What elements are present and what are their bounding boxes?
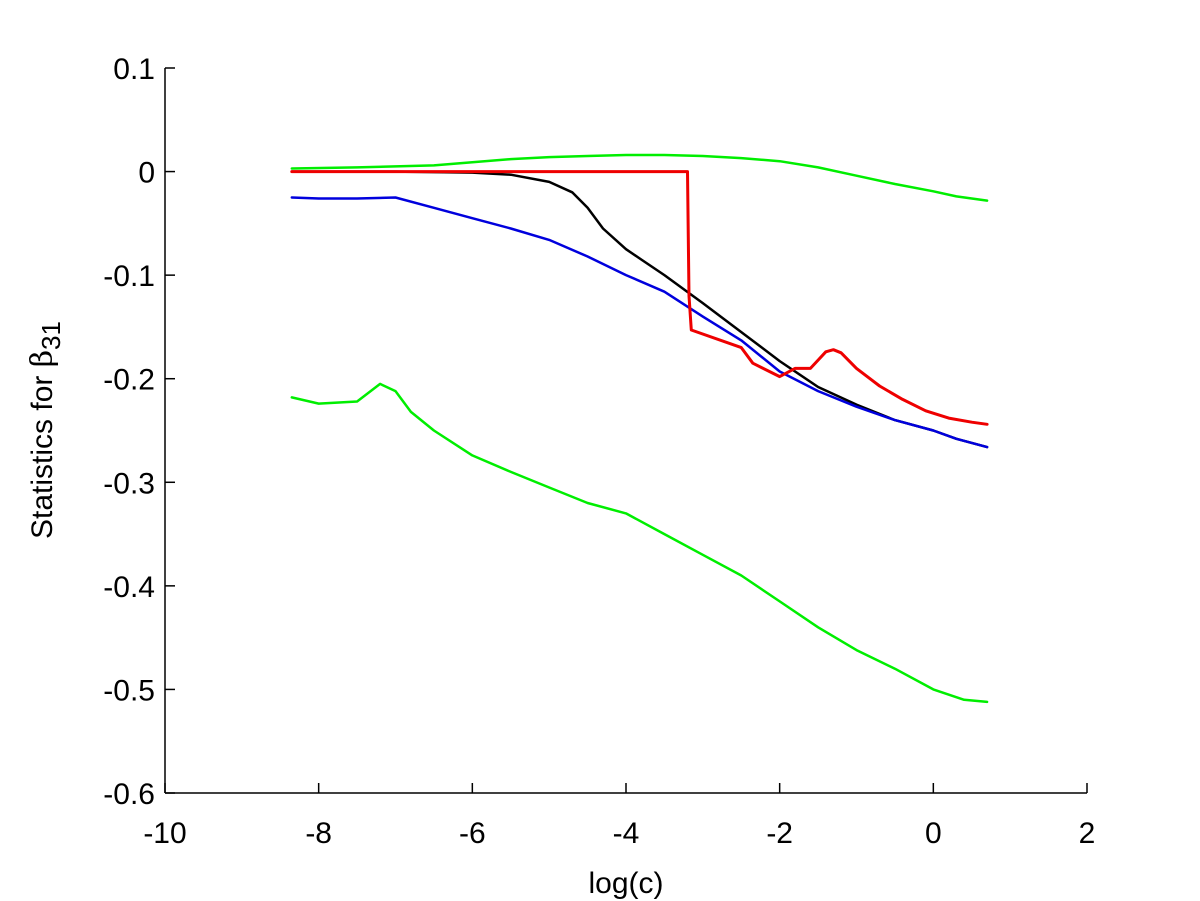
y-tick-label: -0.1	[103, 260, 155, 293]
x-axis-label: log(c)	[588, 867, 663, 900]
x-tick-label: -6	[459, 817, 486, 850]
series-layer	[290, 153, 989, 704]
x-tick-label: 0	[925, 817, 942, 850]
y-axis-label-beta: β	[25, 350, 60, 367]
y-tick-label: 0.1	[113, 53, 155, 86]
x-tick-label: -8	[305, 817, 332, 850]
x-tick-label: 2	[1079, 817, 1096, 850]
series-line-3	[290, 196, 989, 449]
series-line-5	[290, 382, 989, 704]
y-tick-label: -0.2	[103, 364, 155, 397]
y-tick-label: 0	[138, 157, 155, 190]
y-axis-label: Statistics for β31	[25, 321, 66, 539]
y-axis-label-text: Statistics for	[26, 367, 59, 539]
series-line-4	[290, 170, 989, 426]
x-tick-label: -2	[766, 817, 793, 850]
y-axis-label-subscript: 31	[36, 321, 66, 350]
y-tick-label: -0.3	[103, 467, 155, 500]
y-tick-label: -0.5	[103, 674, 155, 707]
x-tick-label: -4	[613, 817, 640, 850]
ticks-layer: -10 -8 -6 -4 -2 0 2 0.1 0 -0.1 -0.2 -0.3 -0.4 -0.5 -0.…	[103, 53, 1095, 850]
y-tick-label: -0.6	[103, 778, 155, 811]
series-line-1	[290, 153, 989, 202]
x-tick-label: -10	[143, 817, 186, 850]
y-tick-label: -0.4	[103, 571, 155, 604]
